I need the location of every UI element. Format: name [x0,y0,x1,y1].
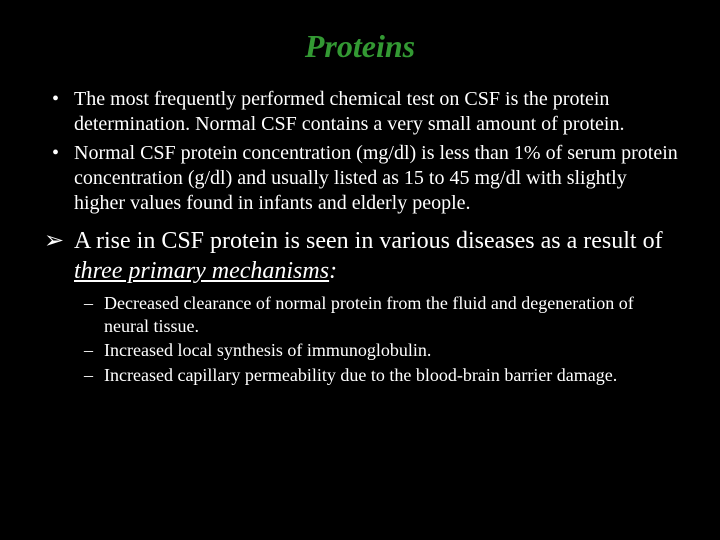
arrow-item: A rise in CSF protein is seen in various… [38,226,682,286]
sub-list: Decreased clearance of normal protein fr… [38,292,682,386]
arrow-prefix: A rise in CSF protein is seen in various… [74,228,663,254]
slide-container: Proteins The most frequently performed c… [0,0,720,540]
sub-item: Increased capillary permeability due to … [38,364,682,387]
arrow-suffix: : [329,258,337,284]
bullet-item: Normal CSF protein concentration (mg/dl)… [38,141,682,216]
arrow-underlined: three primary mechanisms [74,258,329,284]
bullet-item: The most frequently performed chemical t… [38,87,682,137]
main-list: The most frequently performed chemical t… [38,87,682,286]
sub-item: Decreased clearance of normal protein fr… [38,292,682,337]
slide-title: Proteins [38,28,682,65]
sub-item: Increased local synthesis of immunoglobu… [38,339,682,362]
